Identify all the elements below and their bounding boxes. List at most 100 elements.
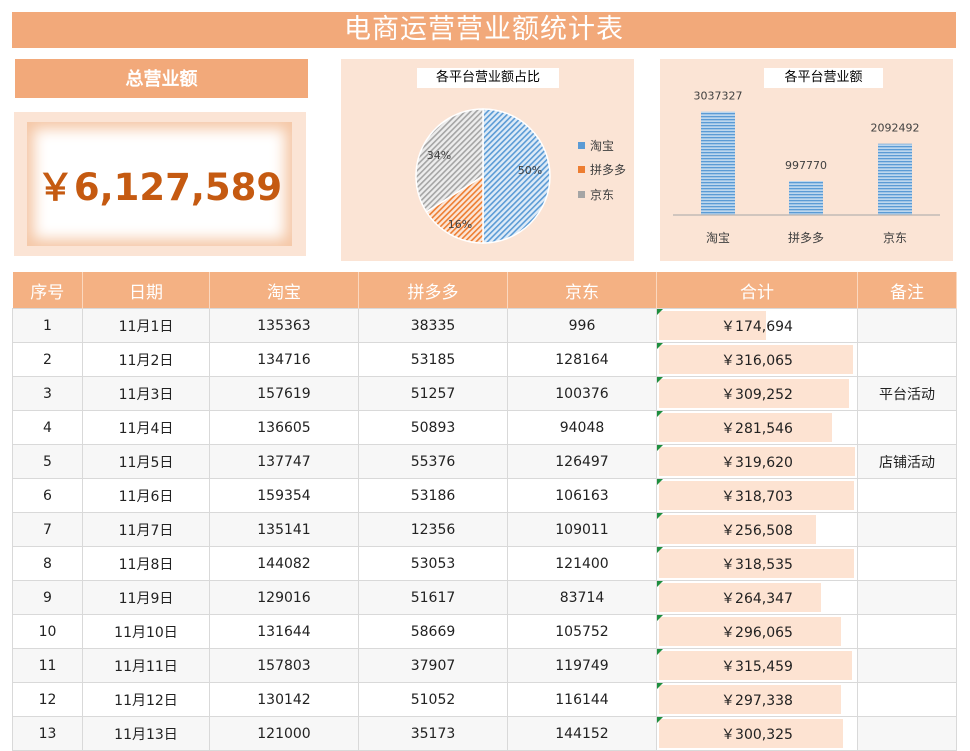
cell-no[interactable]: 7 bbox=[12, 512, 83, 547]
cell-no[interactable]: 12 bbox=[12, 682, 83, 717]
cell-no[interactable]: 1 bbox=[12, 308, 83, 343]
cell-jd[interactable]: 119749 bbox=[507, 648, 657, 683]
cell-jd[interactable]: 109011 bbox=[507, 512, 657, 547]
cell-date[interactable]: 11月1日 bbox=[82, 308, 210, 343]
cell-total[interactable]: ￥296,065 bbox=[656, 614, 858, 649]
cell-total[interactable]: ￥319,620 bbox=[656, 444, 858, 479]
cell-total[interactable]: ￥300,325 bbox=[656, 716, 858, 751]
cell-jd[interactable]: 106163 bbox=[507, 478, 657, 513]
cell-pdd[interactable]: 51257 bbox=[358, 376, 508, 411]
cell-total[interactable]: ￥316,065 bbox=[656, 342, 858, 377]
cell-no[interactable]: 13 bbox=[12, 716, 83, 751]
cell-note[interactable] bbox=[857, 308, 957, 343]
header-no[interactable]: 序号 bbox=[12, 272, 83, 309]
cell-pdd[interactable]: 53186 bbox=[358, 478, 508, 513]
cell-no[interactable]: 2 bbox=[12, 342, 83, 377]
cell-total[interactable]: ￥281,546 bbox=[656, 410, 858, 445]
bar-chart-panel[interactable]: 各平台营业额 3037327 淘宝 997770 拼多多 2092492 京东 bbox=[660, 59, 953, 261]
cell-date[interactable]: 11月12日 bbox=[82, 682, 210, 717]
cell-note[interactable] bbox=[857, 614, 957, 649]
cell-total[interactable]: ￥318,703 bbox=[656, 478, 858, 513]
cell-date[interactable]: 11月3日 bbox=[82, 376, 210, 411]
cell-jd[interactable]: 126497 bbox=[507, 444, 657, 479]
cell-taobao[interactable]: 134716 bbox=[209, 342, 359, 377]
cell-taobao[interactable]: 136605 bbox=[209, 410, 359, 445]
cell-no[interactable]: 10 bbox=[12, 614, 83, 649]
pie-chart-panel[interactable]: 各平台营业额占比 50% 16% 34% 淘宝 拼多多 京东 bbox=[341, 59, 634, 261]
cell-date[interactable]: 11月4日 bbox=[82, 410, 210, 445]
cell-total[interactable]: ￥315,459 bbox=[656, 648, 858, 683]
cell-note[interactable] bbox=[857, 682, 957, 717]
cell-note[interactable] bbox=[857, 410, 957, 445]
cell-pdd[interactable]: 12356 bbox=[358, 512, 508, 547]
cell-taobao[interactable]: 129016 bbox=[209, 580, 359, 615]
cell-no[interactable]: 11 bbox=[12, 648, 83, 683]
header-jd[interactable]: 京东 bbox=[507, 272, 657, 309]
cell-note[interactable]: 平台活动 bbox=[857, 376, 957, 411]
cell-no[interactable]: 4 bbox=[12, 410, 83, 445]
cell-no[interactable]: 5 bbox=[12, 444, 83, 479]
cell-taobao[interactable]: 130142 bbox=[209, 682, 359, 717]
cell-taobao[interactable]: 157803 bbox=[209, 648, 359, 683]
cell-taobao[interactable]: 131644 bbox=[209, 614, 359, 649]
cell-note[interactable] bbox=[857, 512, 957, 547]
header-total[interactable]: 合计 bbox=[656, 272, 858, 309]
cell-jd[interactable]: 94048 bbox=[507, 410, 657, 445]
cell-note[interactable] bbox=[857, 478, 957, 513]
header-pdd[interactable]: 拼多多 bbox=[358, 272, 508, 309]
cell-total[interactable]: ￥174,694 bbox=[656, 308, 858, 343]
cell-jd[interactable]: 100376 bbox=[507, 376, 657, 411]
cell-total[interactable]: ￥297,338 bbox=[656, 682, 858, 717]
cell-no[interactable]: 8 bbox=[12, 546, 83, 581]
cell-pdd[interactable]: 50893 bbox=[358, 410, 508, 445]
cell-pdd[interactable]: 55376 bbox=[358, 444, 508, 479]
cell-date[interactable]: 11月10日 bbox=[82, 614, 210, 649]
header-note[interactable]: 备注 bbox=[857, 272, 957, 309]
cell-jd[interactable]: 128164 bbox=[507, 342, 657, 377]
cell-taobao[interactable]: 137747 bbox=[209, 444, 359, 479]
cell-total[interactable]: ￥264,347 bbox=[656, 580, 858, 615]
cell-no[interactable]: 3 bbox=[12, 376, 83, 411]
cell-jd[interactable]: 105752 bbox=[507, 614, 657, 649]
cell-date[interactable]: 11月11日 bbox=[82, 648, 210, 683]
cell-pdd[interactable]: 53053 bbox=[358, 546, 508, 581]
header-taobao[interactable]: 淘宝 bbox=[209, 272, 359, 309]
cell-pdd[interactable]: 53185 bbox=[358, 342, 508, 377]
cell-date[interactable]: 11月2日 bbox=[82, 342, 210, 377]
cell-jd[interactable]: 83714 bbox=[507, 580, 657, 615]
cell-no[interactable]: 9 bbox=[12, 580, 83, 615]
cell-note[interactable]: 店铺活动 bbox=[857, 444, 957, 479]
cell-jd[interactable]: 144152 bbox=[507, 716, 657, 751]
cell-note[interactable] bbox=[857, 342, 957, 377]
cell-no[interactable]: 6 bbox=[12, 478, 83, 513]
cell-taobao[interactable]: 121000 bbox=[209, 716, 359, 751]
cell-date[interactable]: 11月13日 bbox=[82, 716, 210, 751]
cell-date[interactable]: 11月7日 bbox=[82, 512, 210, 547]
cell-total[interactable]: ￥256,508 bbox=[656, 512, 858, 547]
cell-note[interactable] bbox=[857, 648, 957, 683]
cell-taobao[interactable]: 159354 bbox=[209, 478, 359, 513]
header-date[interactable]: 日期 bbox=[82, 272, 210, 309]
cell-pdd[interactable]: 35173 bbox=[358, 716, 508, 751]
cell-taobao[interactable]: 135141 bbox=[209, 512, 359, 547]
cell-pdd[interactable]: 38335 bbox=[358, 308, 508, 343]
cell-jd[interactable]: 116144 bbox=[507, 682, 657, 717]
cell-date[interactable]: 11月8日 bbox=[82, 546, 210, 581]
cell-total[interactable]: ￥309,252 bbox=[656, 376, 858, 411]
cell-note[interactable] bbox=[857, 716, 957, 751]
cell-pdd[interactable]: 37907 bbox=[358, 648, 508, 683]
cell-pdd[interactable]: 58669 bbox=[358, 614, 508, 649]
cell-date[interactable]: 11月5日 bbox=[82, 444, 210, 479]
cell-jd[interactable]: 996 bbox=[507, 308, 657, 343]
cell-date[interactable]: 11月9日 bbox=[82, 580, 210, 615]
cell-taobao[interactable]: 144082 bbox=[209, 546, 359, 581]
cell-pdd[interactable]: 51052 bbox=[358, 682, 508, 717]
cell-jd[interactable]: 121400 bbox=[507, 546, 657, 581]
cell-pdd[interactable]: 51617 bbox=[358, 580, 508, 615]
cell-taobao[interactable]: 157619 bbox=[209, 376, 359, 411]
cell-date[interactable]: 11月6日 bbox=[82, 478, 210, 513]
cell-total[interactable]: ￥318,535 bbox=[656, 546, 858, 581]
cell-note[interactable] bbox=[857, 546, 957, 581]
cell-taobao[interactable]: 135363 bbox=[209, 308, 359, 343]
cell-note[interactable] bbox=[857, 580, 957, 615]
